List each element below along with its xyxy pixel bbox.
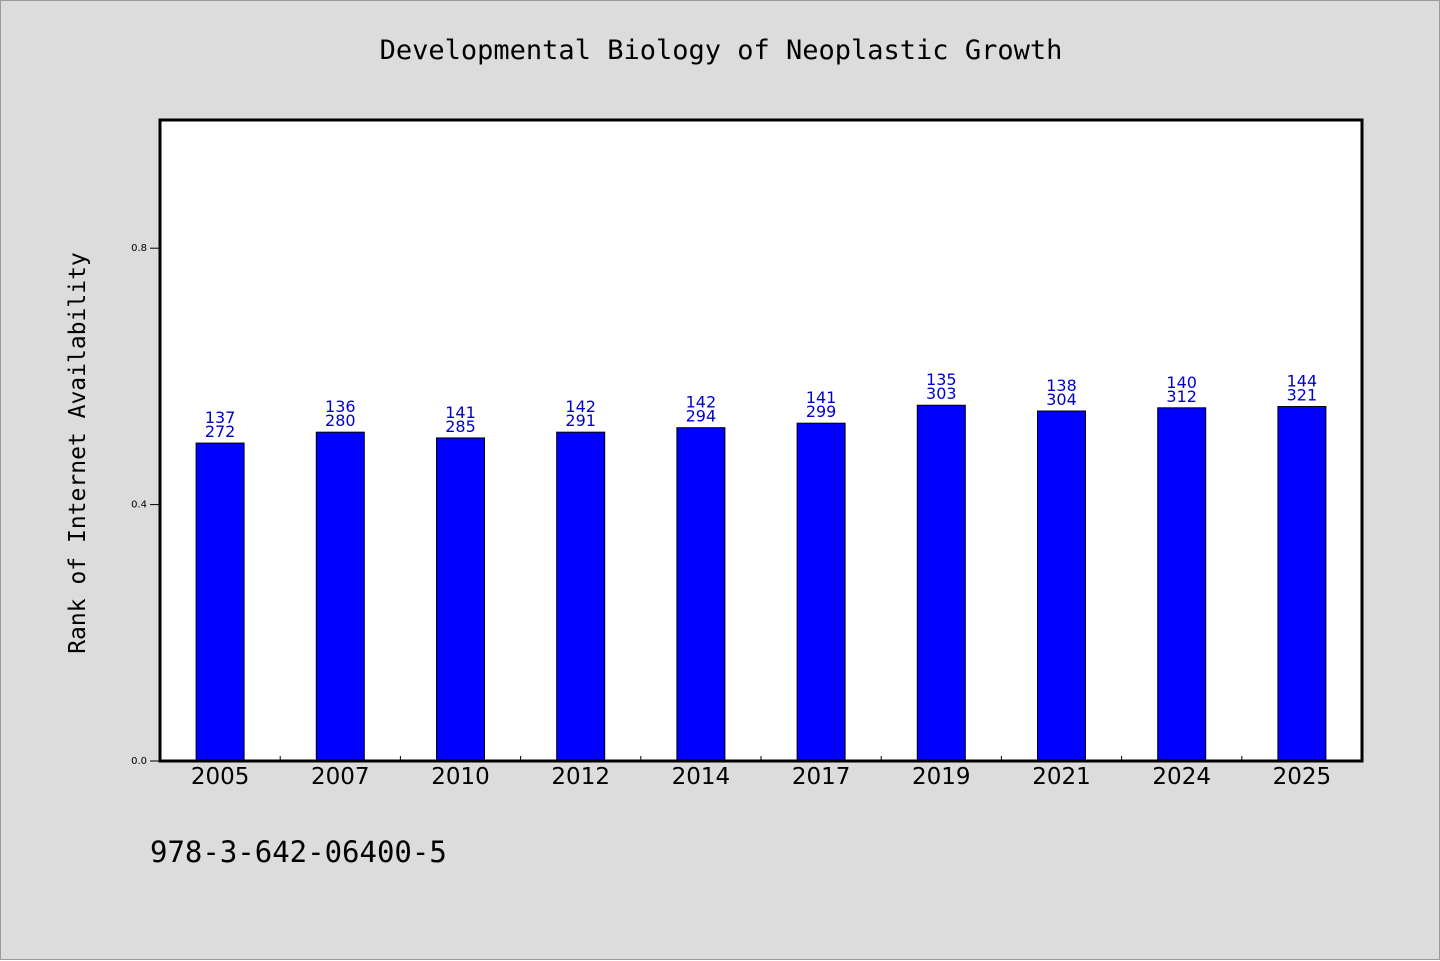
bar [556, 431, 606, 762]
x-tick-label: 2021 [1032, 764, 1091, 790]
bar [195, 442, 245, 762]
bar [1037, 410, 1086, 762]
bar-value-label: 303 [926, 384, 957, 403]
x-tick-label: 2017 [792, 764, 851, 790]
bar [916, 404, 966, 762]
bar-value-label: 321 [1287, 386, 1318, 405]
bar-value-label: 285 [445, 417, 476, 436]
bar-value-label: 291 [565, 411, 596, 430]
bar-value-label: 144 [1287, 372, 1318, 391]
bar-value-label: 141 [806, 388, 837, 407]
x-tick-label: 2019 [912, 764, 971, 790]
bar-value-label: 135 [926, 370, 957, 389]
bar [315, 431, 365, 762]
x-tick-label: 2005 [191, 764, 250, 790]
bar-value-label: 140 [1166, 373, 1197, 392]
bar-value-label: 304 [1046, 390, 1077, 409]
bar [676, 427, 726, 762]
bar-value-label: 280 [325, 411, 356, 430]
bar-value-label: 294 [686, 407, 717, 426]
bar-value-label: 141 [445, 403, 476, 422]
bar-value-label: 138 [1046, 376, 1077, 395]
bar [436, 437, 485, 762]
x-tick-label: 2024 [1152, 764, 1211, 790]
bar-value-label: 272 [205, 422, 236, 441]
bar [1277, 406, 1327, 762]
y-tick-label: 0.0 [131, 756, 147, 767]
bar-value-label: 137 [205, 408, 236, 427]
y-tick-label: 0.4 [131, 500, 147, 511]
x-tick-label: 2012 [551, 764, 610, 790]
x-tick-label: 2025 [1273, 764, 1332, 790]
x-tick-label: 2014 [672, 764, 731, 790]
bar-value-label: 299 [806, 402, 837, 421]
bar [1157, 407, 1207, 762]
bar-value-label: 312 [1166, 387, 1197, 406]
bar-value-label: 142 [565, 397, 596, 416]
chart-title: Developmental Biology of Neoplastic Grow… [379, 35, 1063, 66]
x-tick-label: 2007 [311, 764, 370, 790]
isbn-footnote: 978-3-642-06400-5 [150, 835, 447, 869]
y-tick-label: 0.8 [131, 243, 147, 254]
bar-value-label: 136 [325, 397, 356, 416]
x-tick-label: 2010 [431, 764, 490, 790]
plot-frame [158, 118, 1364, 763]
bar-value-label: 142 [686, 393, 717, 412]
bar [796, 422, 846, 762]
